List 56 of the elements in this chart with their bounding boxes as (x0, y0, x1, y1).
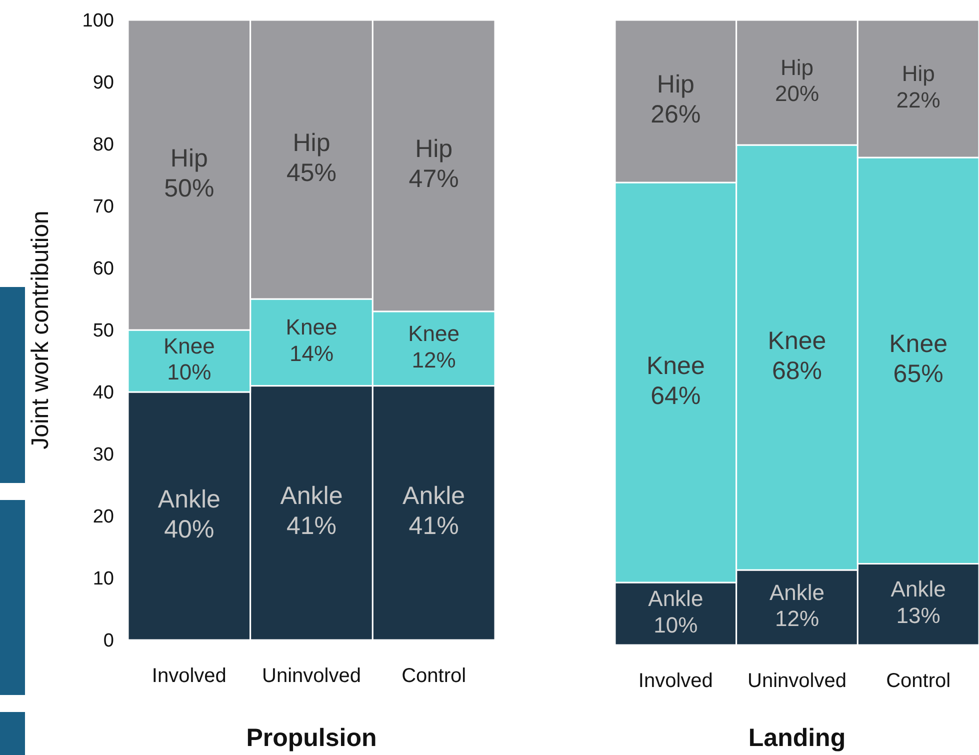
text: Landing (748, 724, 846, 752)
y-tick-label: 90 (92, 72, 114, 94)
data-label: 41% (286, 512, 337, 540)
data-label: 14% (289, 341, 334, 366)
data-label: 64% (650, 382, 701, 410)
y-tick-label: 50 (92, 320, 114, 342)
text: Ankle (158, 485, 220, 514)
data-label: 22% (896, 87, 940, 112)
x-tick-label: Control (402, 665, 466, 687)
y-tick-label: 70 (92, 196, 114, 218)
text: Ankle (402, 482, 466, 510)
series-label: Hip (780, 54, 814, 80)
text: Knee (889, 330, 948, 358)
y-tick-label: 100 (82, 10, 114, 32)
x-tick-label: Involved (152, 665, 226, 687)
y-tick-label: 10 (92, 568, 114, 590)
data-label: 12% (412, 347, 456, 372)
text: Ankle (769, 580, 825, 605)
y-tick-label: 60 (92, 258, 114, 280)
series-label: Hip (292, 128, 330, 157)
text: Hip (656, 70, 694, 98)
data-label: 50% (164, 174, 214, 202)
text: Hip (170, 144, 208, 172)
x-tick-label: Involved (638, 670, 713, 692)
data-label: 13% (896, 603, 940, 628)
text: Knee (408, 320, 460, 346)
data-label: 26% (650, 100, 701, 128)
y-tick-label: 0 (103, 630, 114, 652)
series-label: Knee (163, 333, 215, 358)
data-label: 20% (774, 81, 820, 106)
y-tick-label: 40 (92, 382, 114, 404)
data-label: 12% (774, 606, 820, 632)
data-label: 65% (893, 360, 944, 388)
data-label: 68% (772, 356, 822, 385)
text: Hip (902, 61, 935, 86)
data-label: 10% (167, 360, 212, 385)
y-tick-label: 20 (92, 506, 114, 528)
x-tick-label: Control (886, 670, 951, 692)
data-label: 45% (286, 158, 337, 187)
series-label: Ankle (280, 482, 343, 510)
data-label: 40% (164, 515, 214, 544)
series-label: Knee (768, 326, 826, 355)
text: Hip (415, 134, 453, 163)
y-tick-label: 80 (92, 134, 114, 156)
data-label: 41% (408, 512, 459, 540)
x-tick-label: Uninvolved (748, 670, 846, 692)
y-axis-title: Joint work contribution (27, 210, 54, 450)
data-label: 10% (654, 612, 698, 638)
text: Ankle (890, 576, 946, 602)
text: Knee (646, 352, 705, 380)
y-tick-label: 30 (92, 444, 114, 466)
series-label: Ankle (648, 586, 704, 612)
data-label: 47% (408, 164, 459, 193)
text: Propulsion (246, 724, 377, 752)
x-tick-label: Uninvolved (262, 665, 361, 687)
text: Knee (286, 314, 338, 340)
